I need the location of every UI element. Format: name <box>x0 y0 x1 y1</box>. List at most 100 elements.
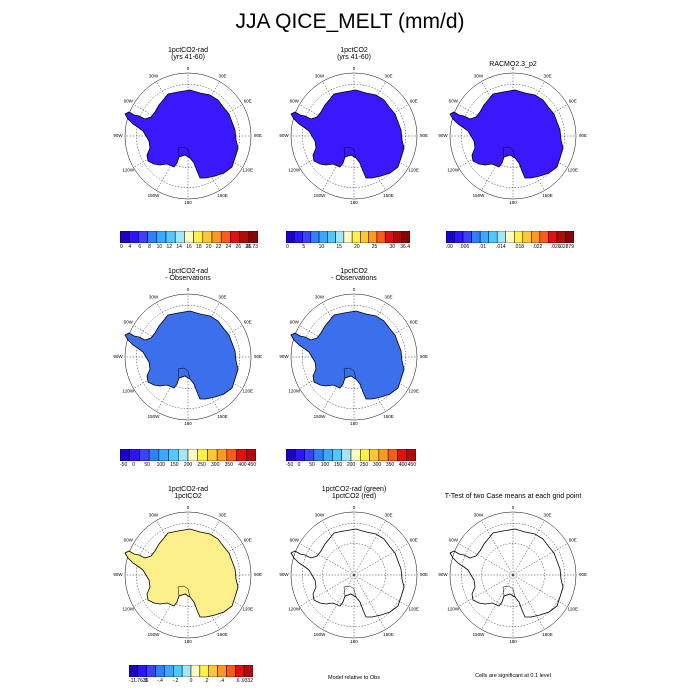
lon-label-right: 90E <box>420 354 428 359</box>
colorbar-swatch <box>119 448 130 462</box>
colorbar-swatch <box>146 664 156 678</box>
lon-label-ring: 150E <box>217 632 228 637</box>
colorbar-swatch <box>378 448 389 462</box>
colorbar-label: 28 <box>245 244 251 250</box>
colorbar-swatch <box>147 230 158 244</box>
lon-label-right: 90E <box>579 572 587 577</box>
lon-label-bottom: 180 <box>184 639 192 644</box>
lon-label-ring: 150E <box>217 414 228 419</box>
colorbar-swatch <box>335 230 345 244</box>
colorbar-swatch <box>387 448 398 462</box>
lon-label-left: 90W <box>113 133 123 138</box>
colorbar-swatches <box>128 664 254 678</box>
lon-label-ring: 120W <box>288 607 301 612</box>
lon-label-ring: 120E <box>242 607 253 612</box>
colorbar-swatch <box>226 664 236 678</box>
colorbar-label: 250 <box>359 462 369 468</box>
colorbar-label: 16 <box>186 244 192 250</box>
lon-label-ring: 30E <box>384 512 392 517</box>
colorbar-swatch <box>129 448 140 462</box>
colorbar-label: 0 <box>286 244 289 250</box>
colorbar-swatch <box>505 230 515 244</box>
antarctica-outline <box>124 528 239 618</box>
lon-label-ring: 120W <box>447 607 460 612</box>
lon-label-bottom: 180 <box>350 421 358 426</box>
map-panel-5: 1pctCO2- Observations 0 180 90W 90E 30E 60E 12… <box>279 268 428 468</box>
colorbar-label: -50 <box>286 462 294 468</box>
ice-shelf-outline <box>177 146 191 159</box>
lon-label-ring: 60E <box>244 538 252 543</box>
lon-label-ring: 150E <box>542 632 553 637</box>
panel-title: 1pctCO2-rad (yrs 41-60) <box>167 47 209 61</box>
antarctica-outline <box>124 310 239 400</box>
colorbar-swatch <box>164 664 174 678</box>
colorbar-swatch <box>220 230 231 244</box>
panel-title: T-Test of two Case means at each grid po… <box>444 493 582 500</box>
antarctica-outline <box>290 310 405 400</box>
lon-label-ring: 150E <box>542 193 553 198</box>
colorbar-label: .6 <box>235 678 240 684</box>
lon-label-ring: 30E <box>218 73 226 78</box>
lon-label-ring: 60W <box>449 99 459 104</box>
lon-label-ring: 150E <box>383 414 394 419</box>
lon-label-ring: 30E <box>384 294 392 299</box>
lon-label-top: 0 <box>512 505 515 510</box>
lon-label-left: 90W <box>113 572 123 577</box>
lon-label-ring: 60E <box>410 538 418 543</box>
lon-label-ring: 120W <box>122 168 135 173</box>
colorbar-4: -50 0 50 100 150 200 250 300 350 400 450 <box>119 448 257 468</box>
colorbar-swatch <box>462 230 472 244</box>
colorbar-label: 100 <box>156 462 165 468</box>
lon-label-ring: 150W <box>148 632 161 637</box>
lon-label-bottom: 180 <box>184 421 192 426</box>
colorbar-swatch <box>294 230 303 244</box>
colorbar-swatch <box>165 230 176 244</box>
map-panel-6: 1pctCO2-rad 1pctCO2 0 180 90W 90E 30E 60E 120E 1… <box>113 486 262 686</box>
lon-label-ring: 60E <box>244 99 252 104</box>
polar-map: 0 180 90W 90E 30E 60E 120E 150E 150W 120W 60W 30W <box>113 505 262 644</box>
lon-label-ring: 30W <box>315 73 325 78</box>
panel-title: 1pctCO2 (yrs 41-60) <box>337 47 371 61</box>
colorbar-swatch <box>368 230 378 244</box>
colorbar-label: 10 <box>318 244 325 250</box>
lon-label-ring: 30E <box>543 512 551 517</box>
map-panel-7: 1pctCO2-rad (green) 1pctCO2 (red) 0 180 90W… <box>279 486 428 686</box>
lon-label-bottom: 180 <box>350 639 358 644</box>
map-panel-2: 1pctCO2 (yrs 41-60) 0 180 90W 90E 30E 60E 120E 1… <box>279 47 428 247</box>
colorbar-swatch <box>202 230 213 244</box>
colorbar-label: 50 <box>309 462 315 468</box>
colorbar-label: .2 <box>204 678 209 684</box>
colorbar-swatch <box>226 448 237 462</box>
colorbar-label: -.2 <box>172 678 179 684</box>
colorbar-label: 15 <box>336 244 342 250</box>
lon-label-left: 90W <box>279 354 289 359</box>
colorbar-swatch <box>155 664 165 678</box>
lon-label-ring: 150E <box>383 632 394 637</box>
antarctica-outline <box>449 89 564 179</box>
colorbar-swatch <box>285 448 296 462</box>
lon-label-right: 90E <box>254 354 262 359</box>
colorbar-label: 18 <box>196 244 202 250</box>
panel-title: 1pctCO2-rad (green) 1pctCO2 (red) <box>321 486 387 500</box>
colorbar-label: -50 <box>120 462 128 468</box>
colorbar-swatches <box>119 448 257 462</box>
colorbar-swatch <box>128 230 139 244</box>
colorbar-label: 6 <box>138 244 142 250</box>
lon-label-ring: 30W <box>149 512 159 517</box>
lon-label-ring: 60W <box>449 538 459 543</box>
panel-title: RACMO2.3_p2 <box>489 61 537 68</box>
colorbar-swatch <box>479 230 489 244</box>
colorbar-swatch <box>445 230 455 244</box>
lon-label-ring: 30W <box>315 512 325 517</box>
colorbar-swatch <box>119 230 130 244</box>
lon-label-top: 0 <box>512 66 515 71</box>
polar-map: 0 180 90W 90E 30E 60E 120E 150E 150W 120W 60W 30W <box>279 66 428 205</box>
lon-label-top: 0 <box>187 66 190 71</box>
lon-label-ring: 30E <box>384 73 392 78</box>
ice-shelf-outline <box>502 585 516 598</box>
lon-label-ring: 120W <box>122 389 135 394</box>
colorbar-1: 0 4 6 8 10 12 14 16 18 20 22 24 26 28 31.73 <box>119 230 259 250</box>
colorbar-swatches <box>119 230 259 244</box>
panel-title: 1pctCO2-rad - Observations <box>165 268 211 282</box>
colorbar-label: 250 <box>197 462 206 468</box>
